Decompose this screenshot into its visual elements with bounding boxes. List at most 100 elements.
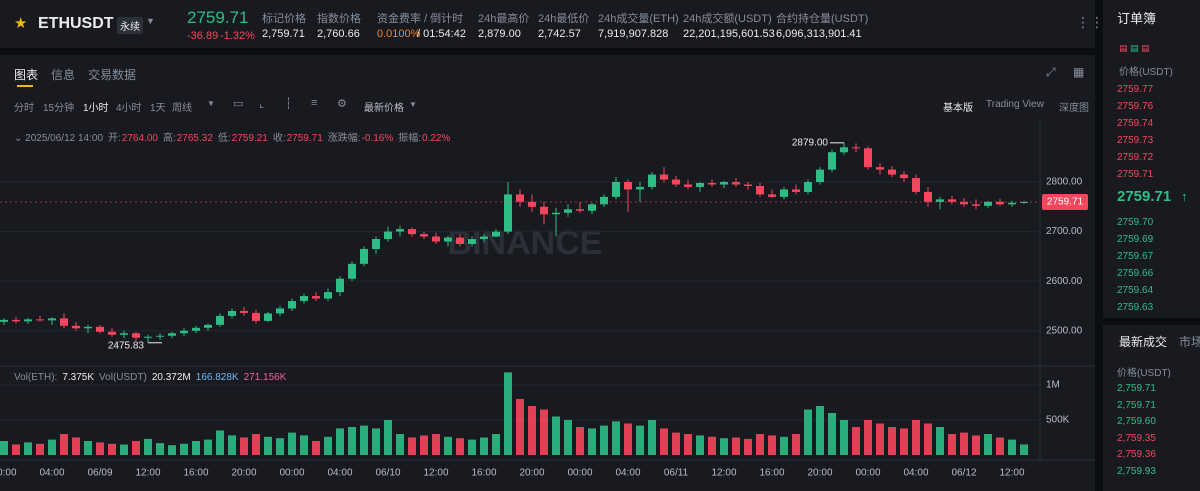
tool-icon[interactable]: ▭: [233, 98, 244, 110]
ask-price: 2759.71: [1117, 169, 1154, 180]
interval[interactable]: 15分钟: [43, 103, 75, 114]
candle-body: [384, 231, 392, 240]
interval[interactable]: 周线: [172, 103, 192, 114]
tab[interactable]: 图表: [14, 68, 39, 82]
candle-body: [816, 169, 824, 183]
volume-bar: [648, 420, 656, 455]
price-mode-dropdown[interactable]: ▼: [409, 100, 417, 109]
interval[interactable]: 1小时: [83, 103, 109, 114]
tab-indicator: [17, 85, 33, 87]
interval[interactable]: 4小时: [116, 103, 142, 114]
candle-body: [420, 234, 428, 237]
last-price: 2759.71: [187, 8, 249, 27]
tool-icon[interactable]: ┆: [285, 98, 292, 110]
volume-bar: [252, 434, 260, 455]
candle-body: [528, 201, 536, 207]
candle-body: [240, 310, 248, 313]
volume-bar: [876, 423, 884, 455]
candle-body: [1020, 201, 1028, 203]
volume-bar: [12, 444, 20, 455]
vol-value: 20.372M: [151, 372, 191, 383]
symbol-dropdown[interactable]: ▼: [146, 16, 155, 26]
volume-bar: [756, 434, 764, 455]
stat-value: 0.0100%: [377, 28, 421, 40]
volume-bar: [276, 438, 284, 455]
candle-body: [228, 310, 236, 316]
x-tick-label: 20:00: [0, 468, 17, 479]
volume-bar: [60, 434, 68, 455]
candle-body: [48, 318, 56, 321]
candle-body: [912, 178, 920, 192]
candle-body: [708, 182, 716, 185]
candle-body: [300, 296, 308, 302]
ask-price: 2759.73: [1117, 135, 1154, 146]
volume-bar: [108, 443, 116, 455]
book-view-icons[interactable]: ▤ ▤ ▤: [1119, 43, 1150, 53]
x-tick-label: 04:00: [39, 468, 64, 479]
stat-value: 2,760.66: [317, 28, 360, 40]
volume-bar: [864, 420, 872, 455]
info-value: 2764.00: [121, 133, 158, 144]
view-option[interactable]: 深度图: [1059, 103, 1089, 114]
volume-bar: [432, 434, 440, 455]
tool-icon[interactable]: ≡: [311, 97, 318, 109]
candle-body: [828, 152, 836, 170]
info-value: 2765.32: [176, 133, 213, 144]
tab[interactable]: 信息: [51, 68, 76, 82]
trade-price: 2,759.93: [1117, 466, 1156, 477]
candle-body: [72, 325, 80, 329]
interval[interactable]: 1天: [150, 103, 166, 114]
mid-arrow: ↑: [1181, 189, 1188, 204]
book-header: 价格(USDT): [1119, 67, 1173, 78]
info-value: 2759.21: [231, 133, 268, 144]
volume-bar: [936, 427, 944, 455]
x-tick-label: 06/10: [375, 468, 400, 479]
candle-body: [408, 229, 416, 235]
symbol[interactable]: ETHUSDT: [38, 15, 114, 32]
view-option[interactable]: Trading View: [986, 99, 1044, 110]
x-tick-label: 20:00: [231, 468, 256, 479]
trades-tab[interactable]: 市场: [1179, 335, 1200, 349]
x-tick-label: 04:00: [327, 468, 352, 479]
candle-body: [684, 184, 692, 187]
trades-tab[interactable]: 最新成交: [1119, 335, 1168, 349]
price-mode[interactable]: 最新价格: [364, 103, 404, 114]
volume-bar: [216, 430, 224, 455]
candle-body: [468, 239, 476, 244]
volume-bar: [960, 432, 968, 455]
ask-price: 2759.76: [1117, 101, 1154, 112]
countdown: / 01:54:42: [417, 28, 466, 40]
view-option[interactable]: 基本版: [943, 103, 973, 114]
interval-dropdown[interactable]: ▼: [207, 99, 215, 108]
tab[interactable]: 交易数据: [88, 68, 137, 82]
interval[interactable]: 分时: [14, 103, 34, 114]
last-price-label: 2759.71: [1047, 197, 1084, 208]
layout-icon[interactable]: ▦: [1073, 65, 1085, 79]
tool-icon[interactable]: ⌞: [259, 98, 265, 110]
volume-bar: [792, 434, 800, 455]
candle-body: [996, 201, 1004, 205]
volume-bar: [768, 435, 776, 455]
candle-body: [156, 335, 164, 337]
y-tick-label: 2600.00: [1046, 276, 1083, 287]
vol-value: 166.828K: [195, 372, 239, 383]
stat-value: 2,742.57: [538, 28, 581, 40]
volume-bar: [24, 442, 32, 455]
more-menu[interactable]: ⋮⋮: [1076, 14, 1104, 30]
candle-body: [180, 330, 188, 334]
volume-bar: [396, 434, 404, 455]
volume-bar: [732, 437, 740, 455]
fullscreen-icon[interactable]: ⤢: [1046, 65, 1056, 79]
candle-body: [588, 204, 596, 211]
candle-body: [132, 333, 140, 338]
volume-bar: [288, 432, 296, 455]
candle-body: [720, 182, 728, 185]
volume-bar: [780, 436, 788, 455]
candle-body: [780, 189, 788, 197]
favorite-star[interactable]: ★: [14, 15, 28, 32]
volume-bar: [360, 425, 368, 455]
tool-icon[interactable]: ⚙: [337, 98, 347, 110]
volume-bar: [720, 438, 728, 455]
x-tick-label: 20:00: [519, 468, 544, 479]
x-tick-label: 06/11: [664, 468, 689, 479]
